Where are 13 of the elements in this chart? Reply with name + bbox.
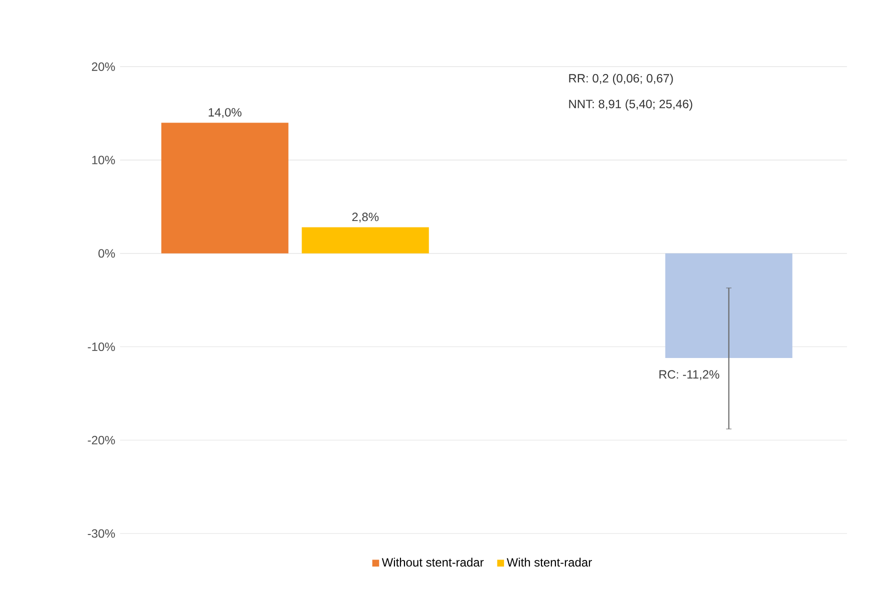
- annotation: RR: 0,2 (0,06; 0,67): [569, 74, 673, 85]
- annotation: NNT: 8,91 (5,40; 25,46): [569, 99, 692, 110]
- y-tick-label: 20%: [92, 62, 115, 71]
- y-tick-label: -10%: [88, 342, 115, 351]
- y-tick-label: 10%: [92, 156, 115, 164]
- legend-label: With stent-radar: [506, 558, 592, 567]
- y-tick-label: -20%: [88, 436, 115, 444]
- legend-label: Without stent-radar: [382, 558, 484, 567]
- data-label: 14,0%: [208, 108, 242, 118]
- data-label: 2,8%: [352, 212, 379, 222]
- y-tick-label: 0%: [98, 249, 115, 258]
- y-tick-label: -30%: [88, 529, 115, 538]
- data-label: RC: -11,2%: [659, 370, 720, 380]
